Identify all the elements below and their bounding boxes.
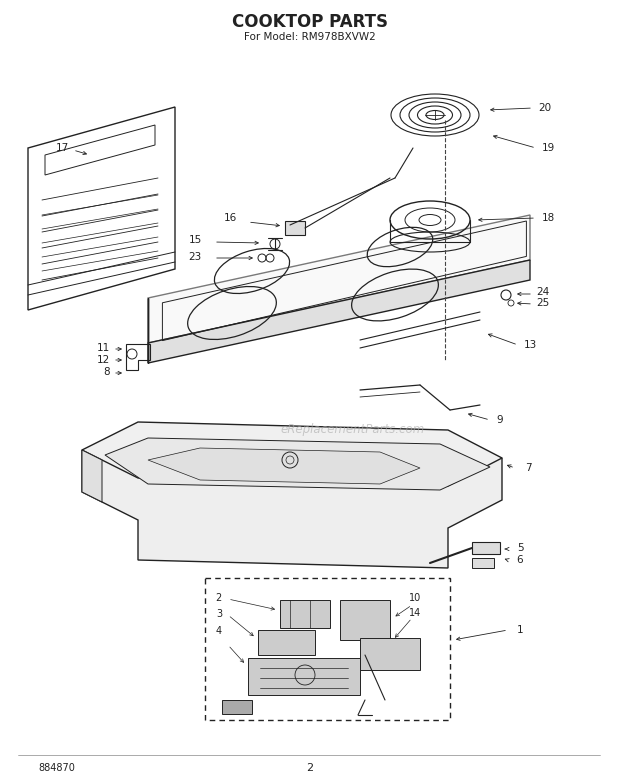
Text: 24: 24 bbox=[536, 287, 549, 297]
Text: 11: 11 bbox=[97, 343, 110, 353]
Text: COOKTOP PARTS: COOKTOP PARTS bbox=[232, 13, 388, 31]
Text: 15: 15 bbox=[188, 235, 202, 245]
Polygon shape bbox=[148, 215, 530, 343]
Text: 13: 13 bbox=[523, 340, 537, 350]
Text: 884870: 884870 bbox=[38, 763, 75, 773]
Polygon shape bbox=[82, 422, 502, 486]
Text: 23: 23 bbox=[188, 252, 202, 262]
Text: 25: 25 bbox=[536, 298, 549, 308]
Text: 1: 1 bbox=[516, 625, 523, 635]
Text: 17: 17 bbox=[55, 143, 69, 153]
Text: 4: 4 bbox=[216, 626, 222, 636]
Polygon shape bbox=[222, 700, 252, 714]
FancyBboxPatch shape bbox=[285, 221, 305, 235]
Text: 16: 16 bbox=[223, 213, 237, 223]
Polygon shape bbox=[340, 600, 390, 640]
Text: 9: 9 bbox=[497, 415, 503, 425]
FancyBboxPatch shape bbox=[205, 578, 450, 720]
Text: 18: 18 bbox=[541, 213, 555, 223]
Text: 20: 20 bbox=[538, 103, 552, 113]
Text: 10: 10 bbox=[409, 593, 421, 603]
Text: For Model: RM978BXVW2: For Model: RM978BXVW2 bbox=[244, 32, 376, 42]
Polygon shape bbox=[82, 450, 102, 502]
Polygon shape bbox=[148, 448, 420, 484]
Text: eReplacementParts.com: eReplacementParts.com bbox=[280, 423, 424, 437]
Text: 6: 6 bbox=[516, 555, 523, 565]
Text: 12: 12 bbox=[97, 355, 110, 365]
Polygon shape bbox=[258, 630, 315, 655]
Text: 2: 2 bbox=[306, 763, 314, 773]
Text: 5: 5 bbox=[516, 543, 523, 553]
Polygon shape bbox=[280, 600, 330, 628]
FancyBboxPatch shape bbox=[472, 558, 494, 568]
Polygon shape bbox=[82, 450, 502, 568]
Text: 7: 7 bbox=[525, 463, 531, 473]
Text: 14: 14 bbox=[409, 608, 421, 618]
Text: 3: 3 bbox=[216, 609, 222, 619]
Polygon shape bbox=[248, 658, 360, 695]
Polygon shape bbox=[105, 438, 490, 490]
Polygon shape bbox=[148, 260, 530, 363]
Text: 2: 2 bbox=[216, 593, 222, 603]
FancyBboxPatch shape bbox=[472, 542, 500, 554]
Text: 19: 19 bbox=[541, 143, 555, 153]
Text: 8: 8 bbox=[104, 367, 110, 377]
Polygon shape bbox=[360, 638, 420, 670]
